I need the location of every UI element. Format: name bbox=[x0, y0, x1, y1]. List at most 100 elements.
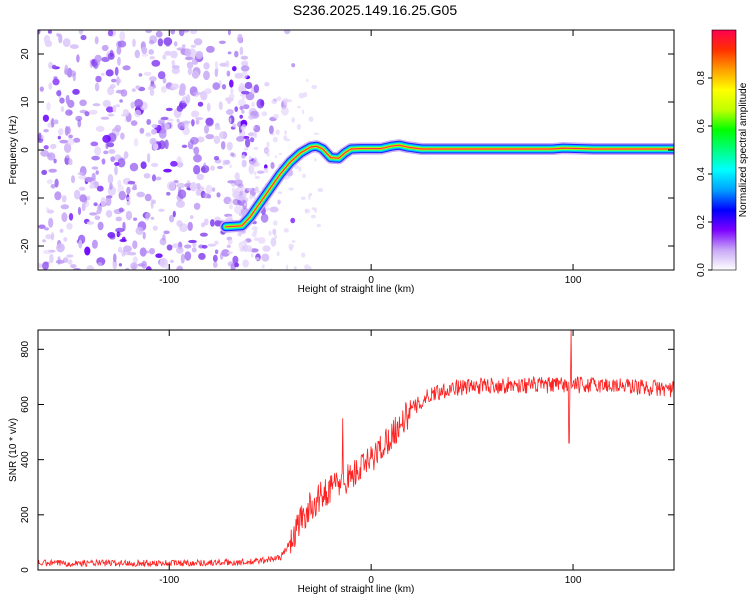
noise-blob bbox=[239, 105, 244, 111]
x-tick-label: 100 bbox=[565, 275, 582, 286]
noise-blob bbox=[189, 182, 198, 192]
noise-blob bbox=[179, 85, 185, 89]
noise-blob bbox=[68, 134, 73, 139]
noise-blob bbox=[192, 57, 199, 65]
noise-blob bbox=[218, 101, 223, 110]
noise-blob bbox=[173, 180, 179, 184]
noise-blob bbox=[211, 187, 216, 192]
noise-blob bbox=[172, 210, 176, 218]
noise-blob bbox=[101, 44, 109, 52]
noise-blob bbox=[237, 33, 243, 44]
noise-blob bbox=[94, 146, 102, 156]
noise-blob bbox=[42, 261, 49, 270]
noise-blob bbox=[253, 146, 259, 150]
noise-blob bbox=[236, 136, 245, 142]
noise-blob bbox=[277, 191, 283, 194]
noise-blob bbox=[77, 119, 82, 128]
noise-blob bbox=[67, 99, 75, 108]
noise-blob bbox=[103, 150, 109, 155]
noise-blob bbox=[257, 112, 260, 115]
noise-blob bbox=[213, 156, 220, 161]
noise-blob bbox=[269, 206, 279, 213]
noise-blob bbox=[109, 49, 114, 58]
noise-blob bbox=[193, 146, 200, 155]
noise-blob bbox=[67, 70, 77, 77]
noise-blob bbox=[296, 123, 301, 130]
noise-blob bbox=[141, 53, 149, 57]
noise-blob bbox=[150, 162, 159, 168]
noise-blob bbox=[130, 120, 138, 126]
noise-blob bbox=[108, 149, 116, 154]
noise-blob bbox=[178, 30, 185, 37]
y-tick-label: 400 bbox=[20, 451, 31, 468]
y-tick-label: 600 bbox=[20, 396, 31, 413]
noise-blob bbox=[145, 132, 152, 137]
noise-blob bbox=[269, 125, 274, 135]
noise-blob bbox=[284, 130, 287, 135]
noise-blob bbox=[166, 191, 171, 196]
noise-blob bbox=[63, 237, 68, 242]
noise-blob bbox=[105, 196, 112, 206]
noise-blob bbox=[241, 159, 247, 168]
noise-blob bbox=[157, 38, 164, 47]
y-tick-label: 0 bbox=[20, 567, 31, 573]
noise-blob bbox=[270, 162, 275, 169]
noise-blob bbox=[262, 245, 271, 252]
snr-x-ticks: -100 0 100 bbox=[159, 330, 582, 586]
spectrogram-x-ticks: -100 0 100 bbox=[159, 30, 582, 286]
noise-blob bbox=[116, 46, 122, 55]
y-tick-label: 0 bbox=[20, 147, 31, 153]
noise-blob bbox=[125, 210, 133, 221]
noise-blob bbox=[291, 63, 296, 68]
x-tick-label: -100 bbox=[159, 575, 179, 586]
noise-blob bbox=[86, 221, 95, 225]
noise-blob bbox=[177, 121, 185, 130]
noise-blob bbox=[251, 101, 255, 107]
noise-blob bbox=[286, 264, 289, 270]
colorbar-label: Normalized spectral amplitude bbox=[738, 82, 749, 217]
noise-blob bbox=[210, 165, 216, 171]
noise-blob bbox=[45, 234, 52, 240]
noise-blob bbox=[86, 265, 95, 270]
noise-blob bbox=[181, 144, 188, 148]
noise-blob bbox=[191, 70, 200, 79]
noise-blob bbox=[184, 244, 192, 249]
noise-blob bbox=[245, 249, 248, 253]
noise-blob bbox=[196, 136, 205, 143]
noise-blob bbox=[94, 36, 99, 45]
noise-blob bbox=[241, 187, 246, 191]
noise-blob bbox=[110, 156, 116, 162]
noise-blob bbox=[317, 188, 324, 193]
noise-blob bbox=[122, 221, 126, 232]
noise-blob bbox=[107, 30, 114, 37]
noise-blob bbox=[229, 79, 234, 88]
noise-blob bbox=[155, 176, 162, 181]
noise-blob bbox=[274, 234, 278, 239]
colorbar-tick-label: 0.2 bbox=[696, 215, 707, 229]
noise-blob bbox=[59, 139, 68, 144]
noise-blob bbox=[186, 61, 194, 69]
noise-blob bbox=[314, 158, 317, 162]
spectrogram-y-label: Frequency (Hz) bbox=[8, 116, 19, 185]
noise-blob bbox=[239, 82, 245, 89]
noise-blob bbox=[149, 248, 155, 255]
noise-blob bbox=[237, 183, 244, 188]
noise-blob bbox=[161, 85, 167, 93]
noise-blob bbox=[116, 76, 120, 86]
noise-blob bbox=[50, 117, 55, 128]
noise-blob bbox=[240, 65, 250, 72]
noise-blob bbox=[200, 222, 206, 228]
noise-blob bbox=[84, 176, 93, 183]
noise-blob bbox=[191, 110, 200, 118]
noise-blob bbox=[254, 175, 260, 180]
noise-blob bbox=[54, 178, 59, 188]
noise-blob bbox=[193, 202, 201, 210]
noise-blob bbox=[140, 161, 147, 169]
noise-blob bbox=[238, 241, 248, 250]
noise-blob bbox=[229, 204, 233, 210]
noise-blob bbox=[261, 111, 268, 117]
noise-blob bbox=[170, 30, 176, 35]
noise-blob bbox=[49, 253, 54, 264]
noise-blob bbox=[78, 175, 87, 180]
noise-blob bbox=[143, 71, 152, 76]
